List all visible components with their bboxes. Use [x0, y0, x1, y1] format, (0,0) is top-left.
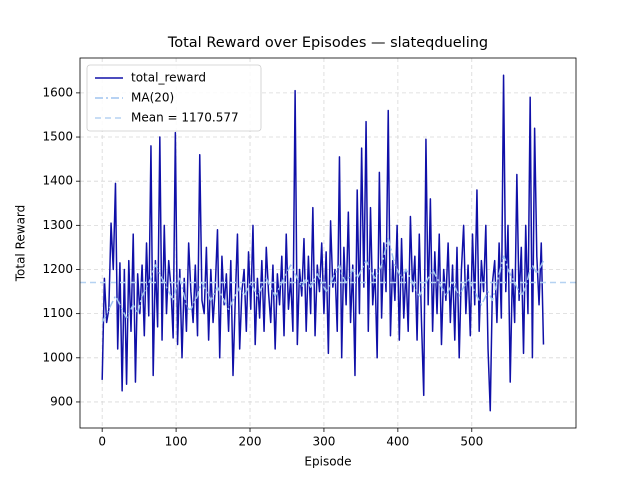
- y-axis-label: Total Reward: [14, 205, 28, 283]
- y-tick-label: 1000: [42, 350, 73, 364]
- legend-label: Mean = 1170.577: [131, 111, 239, 125]
- x-axis-label: Episode: [304, 455, 351, 469]
- x-tick-label: 0: [98, 435, 106, 449]
- series-line: [101, 237, 545, 323]
- y-tick-label: 900: [50, 394, 73, 408]
- chart-title: Total Reward over Episodes — slateqdueli…: [167, 35, 488, 51]
- legend-box: [86, 64, 262, 132]
- y-tick-label: 1500: [42, 130, 73, 144]
- y-tick-label: 1200: [42, 262, 73, 276]
- legend-label: MA(20): [131, 91, 174, 105]
- y-tick-label: 1300: [42, 218, 73, 232]
- x-tick-label: 100: [165, 435, 188, 449]
- y-tick-label: 1400: [42, 174, 73, 188]
- x-tick-label: 300: [312, 435, 335, 449]
- x-tick-label: 400: [386, 435, 409, 449]
- y-tick-label: 1100: [42, 306, 73, 320]
- y-tick-label: 1600: [42, 85, 73, 99]
- legend-label: total_reward: [131, 71, 206, 85]
- plot-area: [80, 74, 576, 412]
- axes-frame: [79, 57, 577, 429]
- ticks: 0 100 200 300 400 500 900 1000 1100 1200 1300 1400 1…: [42, 85, 483, 448]
- legend: total_reward MA(20) Mean = 1170.577: [86, 64, 262, 132]
- x-tick-label: 200: [239, 435, 262, 449]
- series-line: [101, 74, 545, 412]
- x-tick-label: 500: [460, 435, 483, 449]
